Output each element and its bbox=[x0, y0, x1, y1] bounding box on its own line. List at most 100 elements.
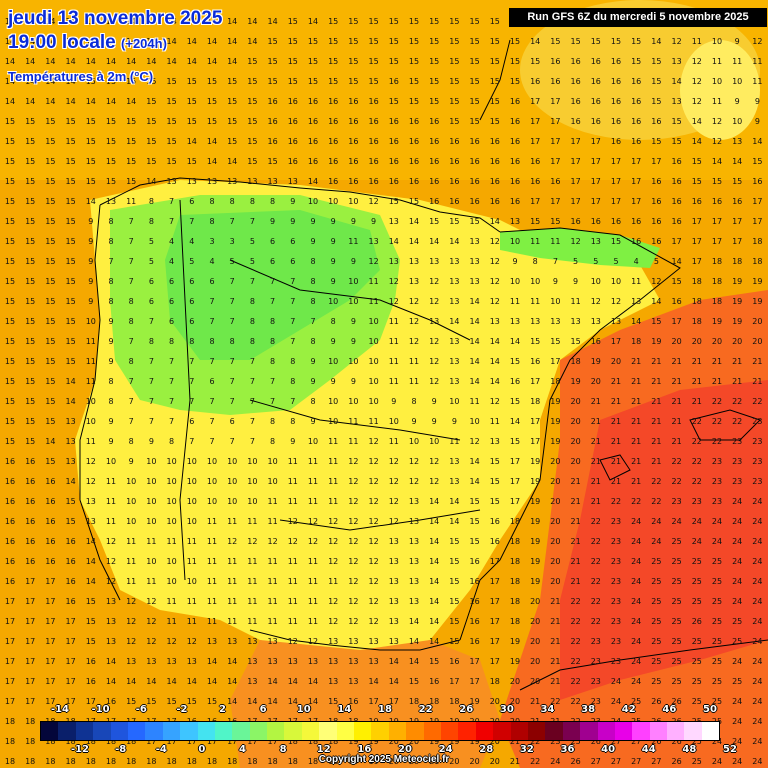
grid-value: 14 bbox=[469, 477, 480, 486]
grid-value: 8 bbox=[229, 337, 235, 346]
grid-value: 18 bbox=[752, 257, 763, 266]
grid-value: 17 bbox=[631, 177, 642, 186]
grid-value: 16 bbox=[469, 637, 480, 646]
grid-value: 13 bbox=[247, 677, 258, 686]
legend-tick-label: 8 bbox=[279, 744, 287, 755]
grid-value: 17 bbox=[550, 357, 561, 366]
grid-value: 24 bbox=[752, 677, 763, 686]
grid-value: 17 bbox=[25, 597, 36, 606]
grid-value: 25 bbox=[671, 557, 682, 566]
grid-value: 7 bbox=[189, 357, 195, 366]
grid-value: 11 bbox=[206, 617, 218, 626]
grid-value: 23 bbox=[752, 457, 763, 466]
grid-value: 17 bbox=[146, 737, 157, 746]
grid-value: 9 bbox=[290, 217, 296, 226]
grid-value: 20 bbox=[489, 737, 500, 746]
grid-value: 13 bbox=[408, 277, 420, 286]
grid-value: 8 bbox=[310, 277, 316, 286]
grid-value: 14 bbox=[651, 37, 662, 46]
grid-value: 11 bbox=[126, 197, 137, 206]
grid-value: 16 bbox=[530, 77, 541, 86]
grid-value: 24 bbox=[752, 637, 763, 646]
grid-value: 7 bbox=[270, 297, 276, 306]
grid-value: 17 bbox=[530, 417, 541, 426]
grid-value: 11 bbox=[166, 597, 177, 606]
grid-value: 18 bbox=[509, 617, 521, 626]
grid-value: 16 bbox=[65, 577, 76, 586]
grid-value: 12 bbox=[489, 257, 500, 266]
grid-value: 15 bbox=[711, 177, 723, 186]
grid-value: 12 bbox=[570, 237, 581, 246]
grid-value: 15 bbox=[489, 57, 500, 66]
grid-value: 24 bbox=[711, 757, 723, 766]
grid-value: 16 bbox=[25, 557, 36, 566]
grid-value: 15 bbox=[4, 417, 16, 426]
grid-value: 10 bbox=[166, 557, 177, 566]
grid-value: 14 bbox=[247, 697, 258, 706]
grid-value: 12 bbox=[469, 437, 480, 446]
grid-value: 16 bbox=[307, 137, 319, 146]
grid-value: 11 bbox=[711, 57, 723, 66]
grid-value: 14 bbox=[732, 157, 743, 166]
france-west-coast bbox=[479, 39, 511, 121]
grid-value: 14 bbox=[752, 137, 763, 146]
grid-value: 10 bbox=[550, 297, 561, 306]
grid-value: 19 bbox=[752, 297, 763, 306]
grid-value: 24 bbox=[631, 517, 642, 526]
grid-value: 15 bbox=[469, 217, 480, 226]
grid-value: 15 bbox=[65, 117, 76, 126]
grid-value: 16 bbox=[328, 137, 339, 146]
grid-value: 14 bbox=[85, 17, 96, 26]
grid-value: 24 bbox=[732, 597, 743, 606]
grid-value: 15 bbox=[449, 557, 460, 566]
grid-value: 16 bbox=[105, 697, 117, 706]
grid-value: 16 bbox=[4, 557, 16, 566]
grid-value: 11 bbox=[287, 577, 298, 586]
grid-value: 15 bbox=[368, 17, 379, 26]
grid-value: 14 bbox=[4, 57, 16, 66]
grid-value: 16 bbox=[570, 217, 581, 226]
grid-value: 4 bbox=[633, 257, 639, 266]
grid-value: 12 bbox=[186, 637, 197, 646]
grid-value: 22 bbox=[691, 477, 702, 486]
grid-value: 21 bbox=[590, 477, 601, 486]
grid-value: 15 bbox=[469, 517, 480, 526]
grid-value: 15 bbox=[4, 357, 16, 366]
internal-border-3 bbox=[279, 509, 481, 531]
grid-value: 16 bbox=[752, 177, 763, 186]
grid-value: 3 bbox=[209, 237, 215, 246]
grid-value: 21 bbox=[711, 377, 723, 386]
grid-value: 17 bbox=[4, 597, 16, 606]
grid-value: 12 bbox=[287, 537, 298, 546]
grid-value: 25 bbox=[691, 637, 702, 646]
grid-value: 9 bbox=[310, 237, 316, 246]
grid-value: 11 bbox=[489, 417, 500, 426]
grid-value: 7 bbox=[249, 397, 255, 406]
grid-value: 7 bbox=[189, 377, 195, 386]
grid-value: 16 bbox=[408, 177, 420, 186]
grid-value: 22 bbox=[631, 497, 642, 506]
grid-value: 13 bbox=[408, 557, 420, 566]
grid-value: 10 bbox=[368, 357, 379, 366]
grid-value: 15 bbox=[509, 397, 521, 406]
grid-value: 7 bbox=[310, 317, 316, 326]
grid-value: 20 bbox=[449, 757, 460, 766]
grid-value: 12 bbox=[85, 457, 96, 466]
grid-value: 21 bbox=[610, 397, 622, 406]
grid-value: 14 bbox=[4, 77, 16, 86]
grid-value: 17 bbox=[711, 237, 723, 246]
grid-value: 15 bbox=[348, 17, 359, 26]
grid-value: 15 bbox=[590, 37, 601, 46]
grid-value: 15 bbox=[307, 57, 319, 66]
grid-value: 12 bbox=[489, 297, 500, 306]
grid-value: 18 bbox=[550, 377, 561, 386]
grid-value: 25 bbox=[671, 677, 682, 686]
grid-value: 21 bbox=[631, 437, 642, 446]
grid-value: 14 bbox=[126, 37, 137, 46]
grid-value: 25 bbox=[570, 737, 581, 746]
grid-value: 7 bbox=[270, 377, 276, 386]
grid-value: 18 bbox=[146, 757, 157, 766]
grid-value: 18 bbox=[509, 597, 521, 606]
grid-value: 22 bbox=[711, 437, 723, 446]
grid-value: 20 bbox=[388, 757, 399, 766]
